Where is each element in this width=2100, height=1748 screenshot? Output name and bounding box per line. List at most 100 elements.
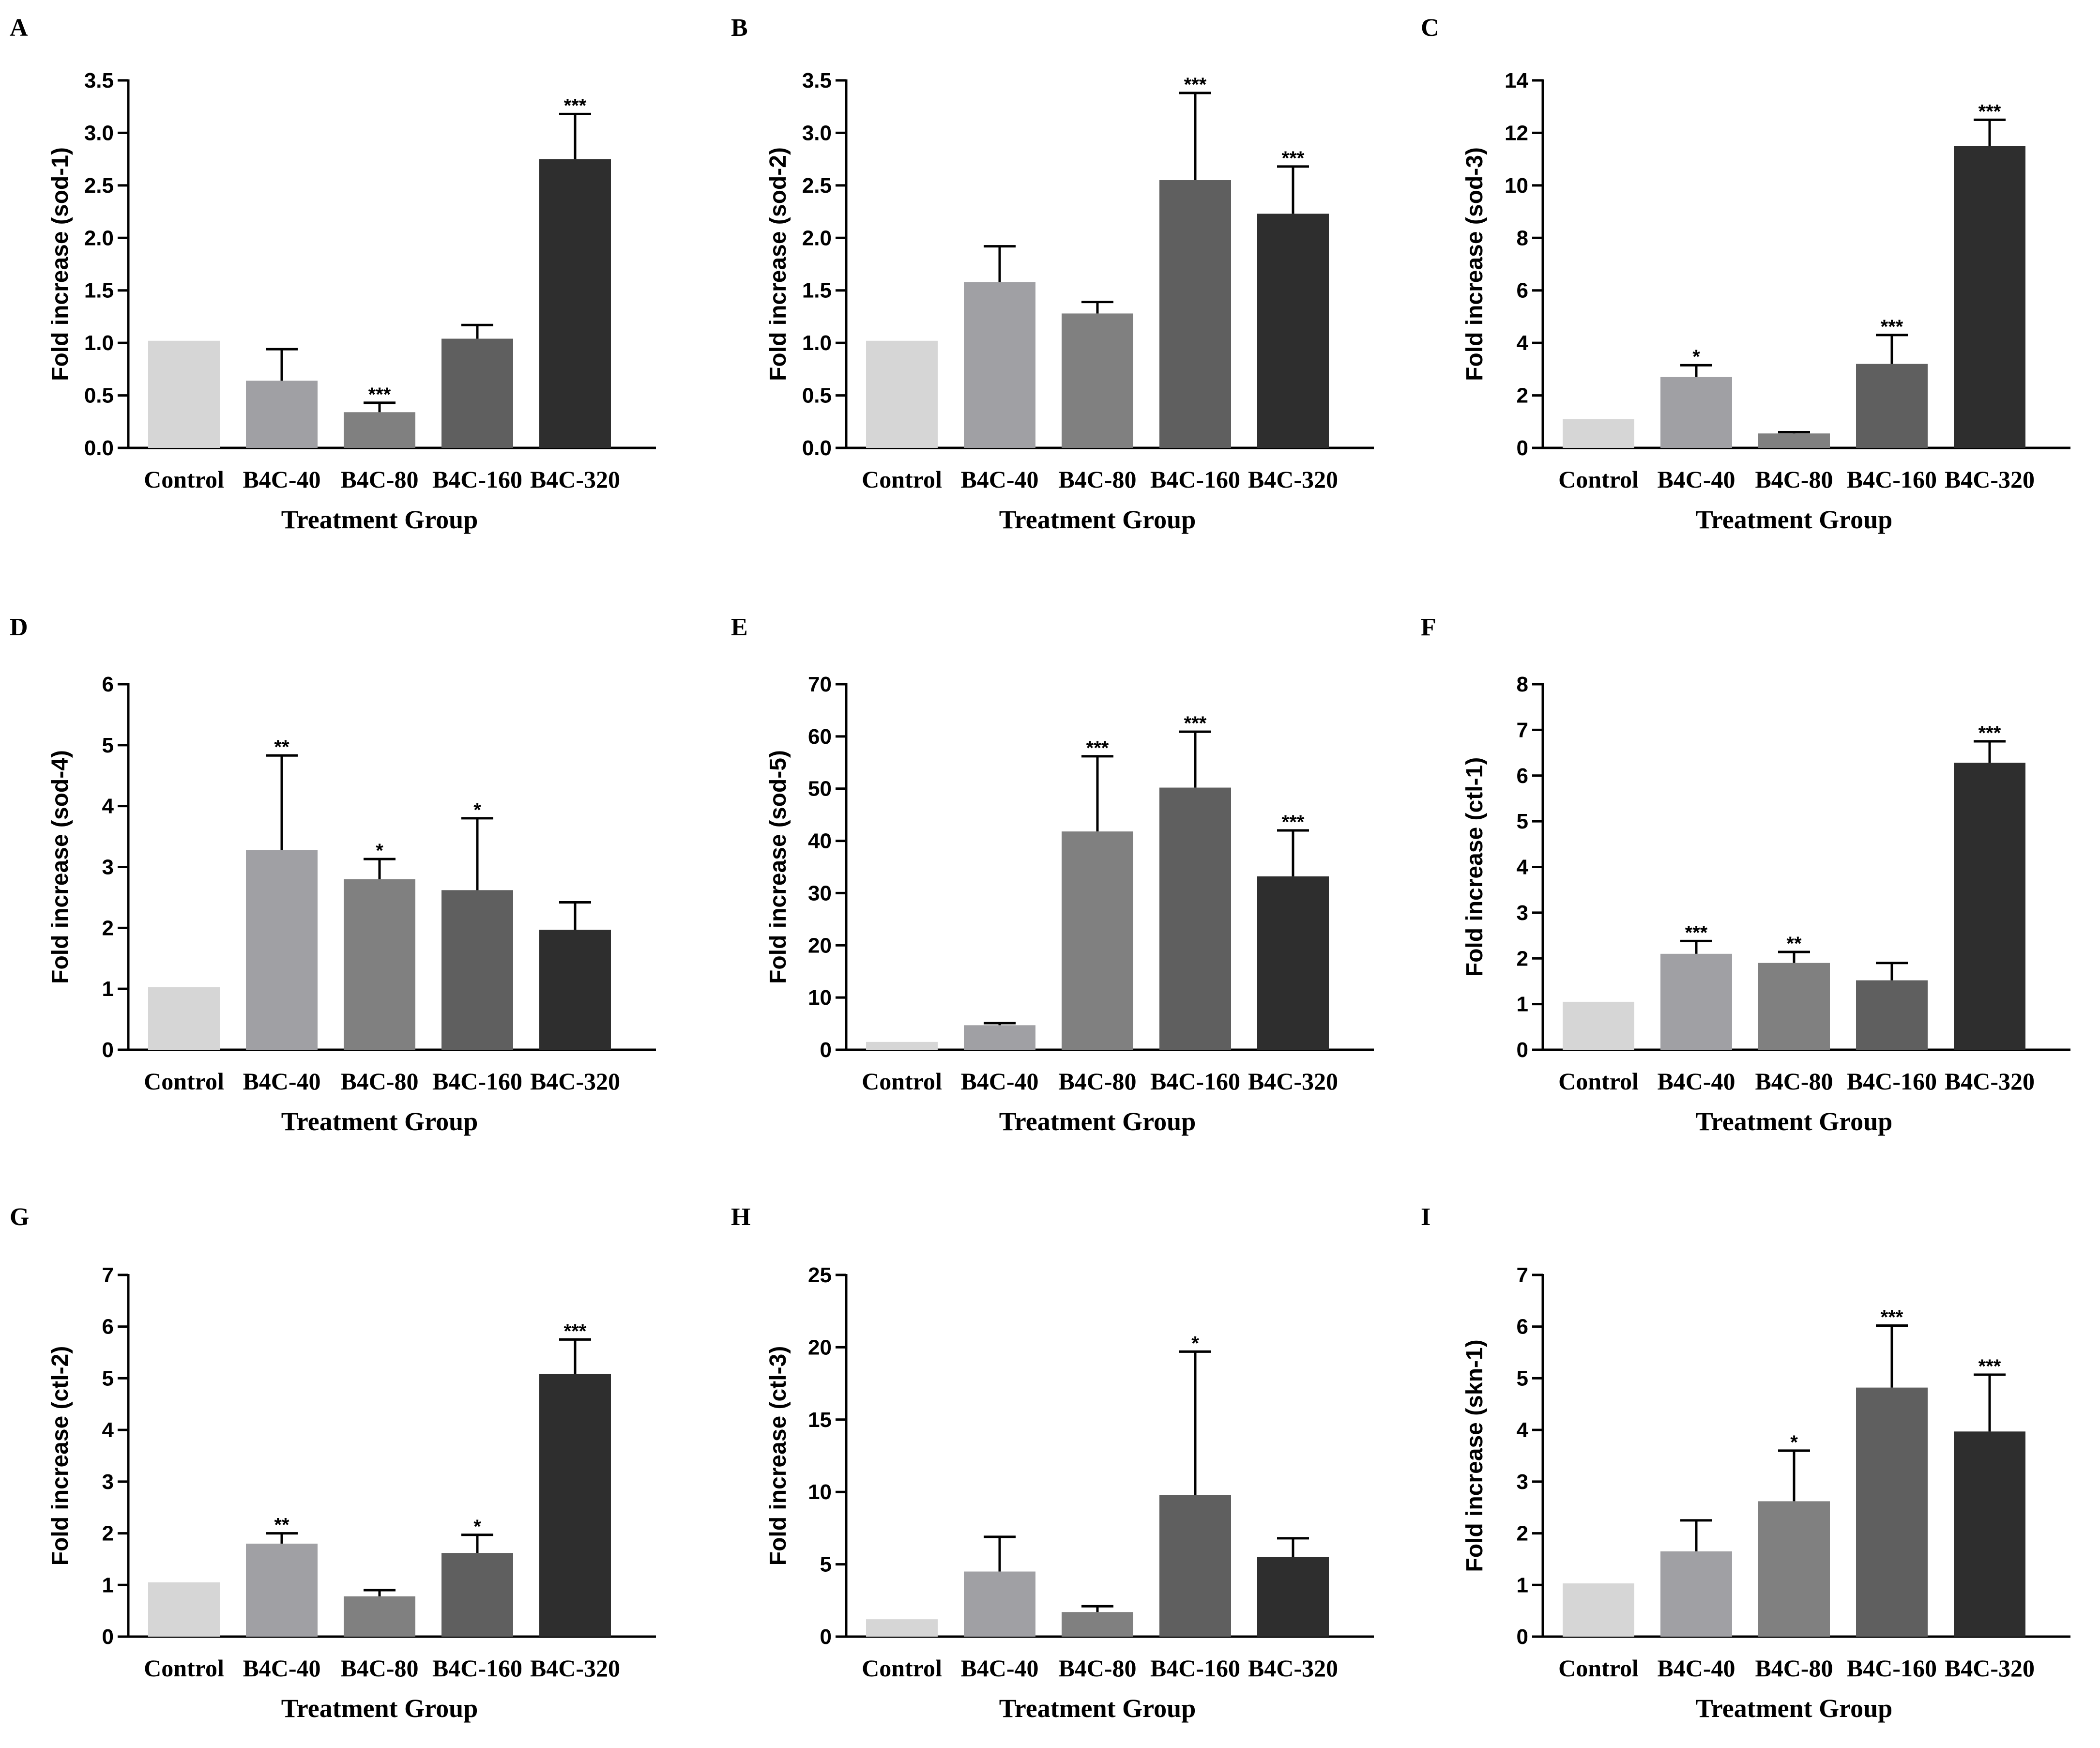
panel-letter: F [1421, 613, 1436, 641]
y-axis-title: Fold increase (skn-1) [1462, 1339, 1488, 1572]
significance-marker: *** [1881, 316, 1903, 337]
category-label: B4C-320 [530, 466, 620, 493]
y-tick-label: 0 [820, 1625, 832, 1649]
bar-b4c-40 [246, 1543, 318, 1637]
panel-e: E 0 10 20 30 40 50 60 70 Control B4C-40 *** B4C-80 **… [731, 613, 1374, 1136]
panel-g: G 0 1 2 3 4 5 6 7 Control ** B4C-40 B4C-80 * B4C-160 **… [10, 1203, 656, 1723]
x-axis-title: Treatment Group [281, 505, 478, 534]
category-label: Control [1558, 466, 1639, 493]
bar-b4c-160 [1856, 980, 1928, 1050]
bar-control [1563, 1001, 1634, 1050]
panel-letter: A [10, 14, 28, 42]
category-label: Control [144, 466, 224, 493]
x-axis-title: Treatment Group [281, 1107, 478, 1136]
x-axis-title: Treatment Group [1696, 1107, 1892, 1136]
y-tick-label: 1 [102, 1573, 114, 1597]
category-label: B4C-320 [1945, 466, 2035, 493]
panel-c: C 0 2 4 6 8 10 12 14 Control * B4C-40 B4C-80 *** B4C-1… [1421, 14, 2070, 534]
y-tick-label: 5 [1517, 1366, 1528, 1390]
bar-b4c-160 [1159, 787, 1231, 1050]
category-label: B4C-40 [243, 1655, 320, 1682]
significance-marker: ** [274, 1515, 289, 1536]
bar-b4c-40 [964, 282, 1035, 448]
category-label: Control [1558, 1655, 1639, 1682]
significance-marker: *** [564, 1320, 587, 1342]
panel-f: F 0 1 2 3 4 5 6 7 8 Control *** B4C-40 ** B4C-80 B4C-16… [1421, 613, 2070, 1136]
category-label: Control [862, 1068, 942, 1095]
bar-control [1563, 419, 1634, 448]
y-tick-label: 2.0 [84, 226, 114, 250]
bar-b4c-80 [1758, 433, 1830, 448]
significance-marker: *** [1978, 1356, 2001, 1377]
category-label: B4C-40 [1657, 466, 1735, 493]
bar-b4c-320 [539, 930, 611, 1050]
y-tick-label: 1 [1517, 993, 1528, 1016]
y-tick-label: 2.5 [802, 174, 832, 198]
category-label: Control [862, 1655, 942, 1682]
y-tick-label: 0 [1517, 1625, 1528, 1649]
bar-control [866, 340, 938, 448]
category-label: B4C-160 [432, 1655, 522, 1682]
category-label: B4C-320 [1945, 1068, 2035, 1095]
bar-control [866, 1619, 938, 1637]
significance-marker: * [1692, 346, 1700, 368]
y-tick-label: 25 [808, 1263, 832, 1287]
y-tick-label: 8 [1517, 673, 1528, 696]
category-label: B4C-80 [1755, 1068, 1833, 1095]
category-label: B4C-160 [1150, 466, 1240, 493]
y-tick-label: 40 [808, 829, 832, 853]
category-label: B4C-160 [1847, 1655, 1937, 1682]
y-tick-label: 50 [808, 777, 832, 801]
y-tick-label: 10 [808, 986, 832, 1010]
panel-i: I 0 1 2 3 4 5 6 7 Control B4C-40 * B4C-80 *** B4C-160 *… [1421, 1203, 2070, 1723]
y-tick-label: 6 [102, 673, 114, 696]
y-tick-label: 1.0 [802, 331, 832, 355]
significance-marker: *** [1086, 737, 1109, 759]
x-axis-title: Treatment Group [1696, 1694, 1892, 1723]
category-label: B4C-160 [1847, 1068, 1937, 1095]
category-label: B4C-40 [960, 1068, 1038, 1095]
y-tick-label: 6 [102, 1315, 114, 1339]
y-tick-label: 6 [1517, 764, 1528, 788]
bar-b4c-160 [441, 338, 513, 448]
category-label: B4C-320 [1248, 466, 1338, 493]
category-label: B4C-320 [530, 1068, 620, 1095]
significance-marker: *** [1282, 812, 1305, 833]
y-tick-label: 2 [102, 1522, 114, 1546]
bar-b4c-320 [1257, 876, 1329, 1050]
significance-marker: *** [1685, 922, 1708, 943]
y-tick-label: 70 [808, 673, 832, 696]
y-tick-label: 4 [102, 1418, 114, 1442]
y-tick-label: 10 [1505, 174, 1528, 198]
y-tick-label: 2 [102, 916, 114, 940]
bar-b4c-160 [1159, 180, 1231, 448]
category-label: B4C-160 [1847, 466, 1937, 493]
category-label: B4C-320 [530, 1655, 620, 1682]
y-tick-label: 1 [102, 977, 114, 1001]
category-label: Control [1558, 1068, 1639, 1095]
y-tick-label: 3 [102, 856, 114, 879]
panel-letter: D [10, 613, 28, 641]
category-label: B4C-320 [1945, 1655, 2035, 1682]
bar-b4c-40 [246, 381, 318, 448]
bar-b4c-160 [441, 890, 513, 1050]
y-axis-title: Fold increase (sod-5) [765, 750, 791, 984]
y-axis-title: Fold increase (ctl-2) [47, 1346, 73, 1565]
category-label: B4C-40 [960, 1655, 1038, 1682]
bar-b4c-40 [246, 850, 318, 1050]
significance-marker: * [1191, 1333, 1199, 1354]
y-tick-label: 5 [1517, 810, 1528, 833]
category-label: B4C-160 [432, 1068, 522, 1095]
significance-marker: ** [274, 736, 289, 758]
significance-marker: *** [1282, 148, 1305, 169]
y-tick-label: 3 [1517, 901, 1528, 925]
category-label: B4C-80 [1755, 466, 1833, 493]
y-tick-label: 15 [808, 1408, 832, 1432]
bar-b4c-320 [1954, 763, 2025, 1050]
significance-marker: *** [1978, 101, 2001, 122]
significance-marker: *** [564, 95, 587, 116]
bar-control [1563, 1583, 1634, 1637]
category-label: B4C-80 [1058, 466, 1136, 493]
y-tick-label: 0.5 [84, 384, 114, 408]
